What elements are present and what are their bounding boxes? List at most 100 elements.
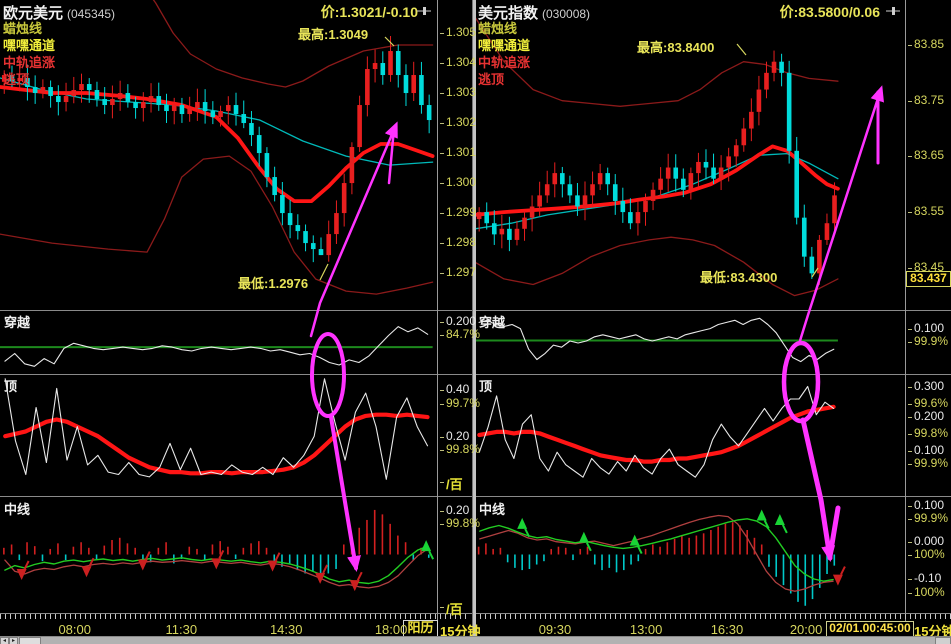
right-interval-label[interactable]: 15分钟	[914, 624, 951, 639]
left-low-label: 最低:1.2976	[238, 276, 309, 291]
right-low-label: 最低:83.4300	[700, 270, 778, 285]
left-panel-label-chuanyue: 穿越	[4, 315, 31, 330]
right-time-tick: 16:30	[710, 622, 744, 637]
right-main-chart[interactable]	[475, 0, 905, 310]
scroll-right-button[interactable]: ▸	[9, 637, 18, 644]
right-chart-code: (030008)	[542, 7, 591, 21]
indicator-axis-tick: 0.40	[440, 382, 469, 396]
legend-escape-top: 逃顶	[478, 72, 505, 87]
indicator-axis-tick: 0.200	[440, 314, 476, 328]
left-panel-zhongxian[interactable]	[0, 496, 437, 613]
left-chart-code: (045345)	[67, 7, 116, 21]
right-price-tick: 83.75	[908, 93, 944, 107]
right-panel-label-zhongxian: 中线	[479, 502, 506, 517]
indicator-axis-tick: 100%	[908, 585, 945, 599]
calendar-toggle[interactable]: 阳历	[403, 620, 438, 637]
right-chart-title-row: 美元指数 (030008)	[478, 2, 590, 23]
right-price-tick: 83.45	[908, 260, 944, 274]
legend-midtrack-chase: 中轨追涨	[3, 55, 56, 70]
indicator-axis-tick: 99.9%	[908, 511, 948, 525]
legend-candle-line: 蜡烛线	[478, 21, 518, 36]
indicator-axis-tick: 0.300	[908, 379, 944, 393]
left-time-tick: 14:30	[269, 622, 303, 637]
left-panel-ding[interactable]	[0, 374, 437, 496]
indicator-axis-tick: 99.9%	[908, 456, 948, 470]
indicator-axis-tick: 99.7%	[440, 396, 480, 410]
left-price-tick: 1.303	[440, 85, 476, 99]
right-price-tick: 83.55	[908, 204, 944, 218]
right-axis-line	[905, 0, 906, 636]
indicator-axis-tick: 0.100	[908, 443, 944, 457]
right-panel-zhongxian[interactable]	[475, 496, 905, 613]
legend-escape-top: 逃顶	[3, 72, 30, 87]
left-price-tick: 1.302	[440, 115, 476, 129]
horizontal-scrollbar[interactable]: ◂ ▸	[0, 636, 951, 644]
scrollbar-corner[interactable]	[935, 637, 951, 644]
right-price-tick: 83.85	[908, 37, 944, 51]
right-time-tick: 20:00	[789, 622, 823, 637]
left-chart-title-row: 欧元美元 (045345)	[3, 2, 115, 23]
right-panel-label-chuanyue: 穿越	[479, 315, 506, 330]
left-price-tick: 1.297	[440, 265, 476, 279]
left-high-label: 最高:1.3049	[298, 27, 369, 42]
right-price-readout: 价:83.5800/0.06	[779, 4, 880, 20]
indicator-axis-tick: 0.100	[908, 321, 944, 335]
right-price-tick: 83.65	[908, 148, 944, 162]
indicator-axis-tick: 99.8%	[440, 516, 480, 530]
indicator-axis-tick: 0.200	[908, 409, 944, 423]
right-indicator-legend: 蜡烛线 嘿嘿通道 中轨追涨 逃顶	[478, 20, 530, 88]
left-panel-label-zhongxian: 中线	[4, 502, 31, 517]
indicator-axis-tick: 99.8%	[440, 442, 480, 456]
left-chart-title: 欧元美元	[3, 5, 64, 22]
scroll-left-button[interactable]: ◂	[0, 637, 9, 644]
chart-divider[interactable]	[472, 0, 476, 636]
indicator-axis-tick: 0.000	[908, 534, 944, 548]
left-time-tick: 08:00	[58, 622, 91, 637]
left-price-tick: 1.301	[440, 145, 476, 159]
indicator-axis-tick: 0.20	[440, 503, 469, 517]
indicator-axis-tick: 99.8%	[908, 426, 948, 440]
right-time-tick: 09:30	[538, 622, 572, 637]
right-chart-title: 美元指数	[478, 5, 539, 22]
left-panel-label-ding: 顶	[4, 379, 18, 394]
left-xaxis-ticks	[0, 614, 470, 619]
right-panel-ding[interactable]	[475, 374, 905, 496]
right-high-label: 最高:83.8400	[637, 40, 715, 55]
indicator-axis-tick: 99.9%	[908, 334, 948, 348]
right-time-tick: 13:00	[629, 622, 663, 637]
indicator-axis-tick: 84.7%	[440, 327, 480, 341]
left-price-tick: 1.305	[440, 25, 476, 39]
indicator-axis-tick: /百	[440, 599, 463, 618]
left-time-tick: 11:30	[165, 622, 198, 637]
indicator-axis-tick: 0.20	[440, 429, 469, 443]
right-scroll-position-marker[interactable]	[886, 6, 902, 16]
indicator-axis-tick: 0.100	[908, 498, 944, 512]
indicator-axis-tick: -0.10	[908, 571, 941, 585]
legend-heihei-channel: 嘿嘿通道	[478, 38, 531, 53]
datetime-box: 02/01.00:45:00	[826, 621, 914, 637]
left-price-tick: 1.300	[440, 175, 476, 189]
left-indicator-legend: 蜡烛线 嘿嘿通道 中轨追涨 逃顶	[3, 20, 55, 88]
legend-midtrack-chase: 中轨追涨	[478, 55, 531, 70]
left-time-tick: 18:00	[374, 622, 408, 637]
left-main-chart[interactable]	[0, 0, 437, 310]
left-price-tick: 1.298	[440, 235, 476, 249]
right-panel-chuanyue[interactable]	[475, 310, 905, 374]
left-price-tick: 1.304	[440, 55, 476, 69]
indicator-axis-tick: 99.6%	[908, 396, 948, 410]
legend-candle-line: 蜡烛线	[3, 21, 43, 36]
right-xaxis-ticks	[475, 614, 951, 619]
last-price-box: 83.437	[906, 271, 951, 287]
left-panel-chuanyue[interactable]	[0, 310, 437, 374]
left-scroll-position-marker[interactable]	[417, 6, 433, 16]
left-price-readout: 价:1.3021/-0.10	[320, 4, 418, 20]
left-price-tick: 1.299	[440, 205, 476, 219]
left-axis-line	[437, 0, 438, 636]
legend-heihei-channel: 嘿嘿通道	[3, 38, 56, 53]
scrollbar-thumb[interactable]	[19, 637, 41, 644]
right-panel-label-ding: 顶	[479, 379, 493, 394]
indicator-axis-tick: /百	[440, 474, 463, 493]
left-interval-label[interactable]: 15分钟	[440, 624, 481, 639]
indicator-axis-tick: 100%	[908, 547, 945, 561]
